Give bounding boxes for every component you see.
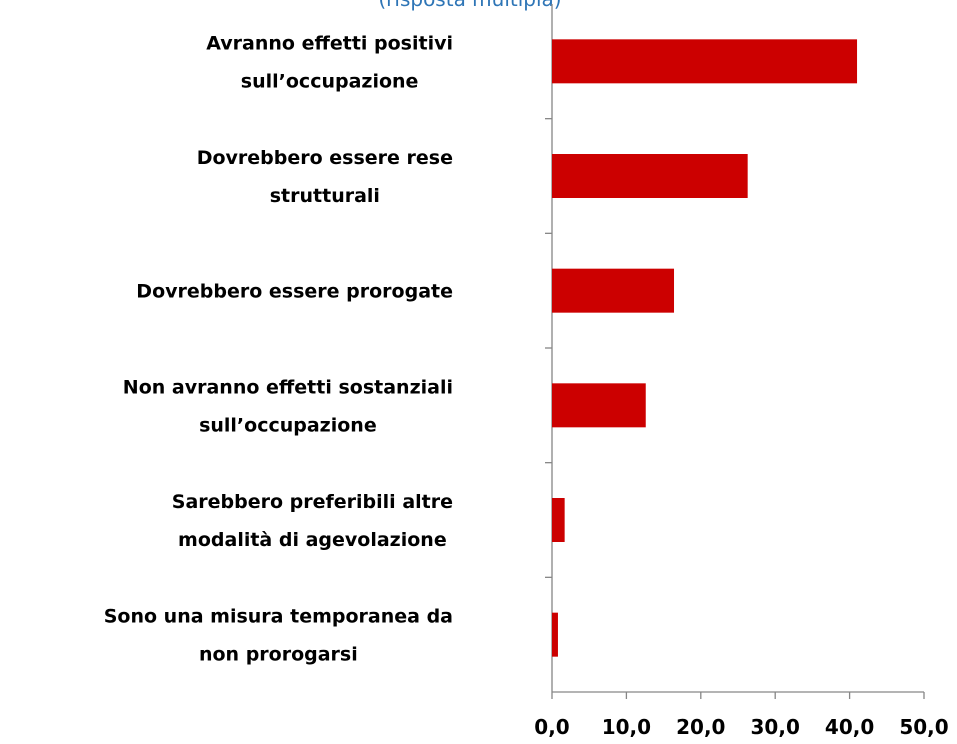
chart-subtitle: (risposta multipla) [378,0,561,11]
category-label-line: strutturali [270,185,380,207]
x-tick-label: 10,0 [602,715,651,739]
category-label-line: modalità di agevolazione [178,529,447,551]
x-tick-label: 50,0 [899,715,948,739]
category-label-line: Dovrebbero essere rese [197,147,453,169]
bar [552,498,565,542]
category-label-line: Dovrebbero essere prorogate [136,281,453,303]
category-label-line: sull’occupazione [199,414,377,436]
category-label-line: sull’occupazione [241,70,419,92]
x-tick-label: 0,0 [534,715,569,739]
category-label: Dovrebbero essere rese strutturali [197,147,453,207]
x-tick-label: 40,0 [825,715,874,739]
category-label: Sarebbero preferibili altre modalità di a… [172,491,453,551]
bar [552,612,558,657]
category-label-line: Sono una misura temporanea da [104,606,453,628]
category-label: Sono una misura temporanea da non proroga… [104,606,453,666]
bar [552,154,748,198]
category-label: Avranno effetti positivi sull’occupazione [206,32,453,92]
category-label-line: non prorogarsi [199,644,358,666]
category-label-line: Avranno effetti positivi [206,32,453,54]
bar [552,268,675,313]
x-tick-label: 20,0 [676,715,725,739]
category-label-line: Non avranno effetti sostanziali [123,376,453,398]
category-label: Non avranno effetti sostanziali sull’occu… [123,376,453,436]
x-tick-label: 30,0 [751,715,800,739]
category-label: Dovrebbero essere prorogate [136,281,453,303]
bar [552,39,858,84]
bar [552,383,646,428]
category-label-line: Sarebbero preferibili altre [172,491,453,513]
